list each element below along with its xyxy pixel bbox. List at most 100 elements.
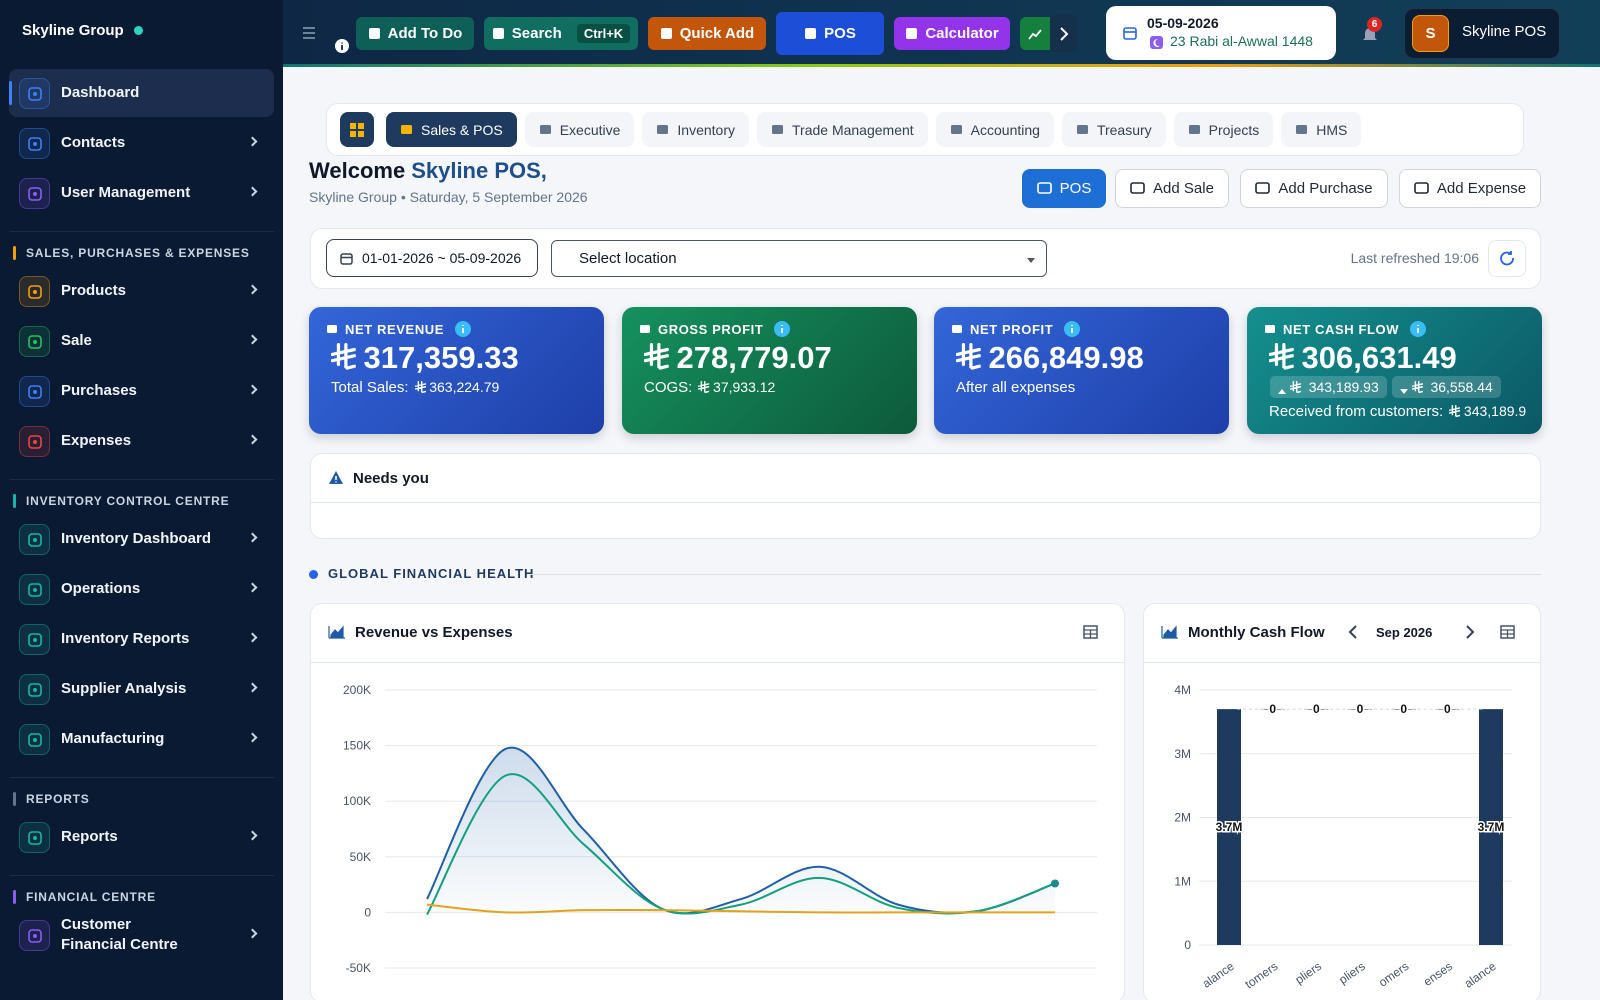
section-title: FINANCIAL CENTRE — [13, 889, 273, 905]
button-icon-glyph — [660, 28, 672, 39]
apps-button[interactable] — [340, 112, 374, 147]
nav-item[interactable]: Inventory Reports — [9, 615, 274, 663]
reports-button[interactable] — [1020, 17, 1050, 50]
moon-icon — [1150, 36, 1163, 49]
top-button[interactable]: Calculator — [894, 17, 1010, 50]
prev-glyph — [1348, 625, 1358, 639]
section-label: SALES, PURCHASES & EXPENSES — [26, 246, 250, 260]
kpi-info-glyph — [1410, 321, 1427, 337]
nav-item[interactable]: User Management — [9, 169, 274, 217]
chart-icon — [328, 624, 346, 640]
next-glyph-glyph — [1466, 625, 1475, 639]
main: Sales & POS Executive Inventory Trade Manag… — [283, 67, 1600, 1000]
next-month[interactable] — [1465, 625, 1475, 639]
chart-card: Monthly Cash Flow Sep 2026 — [1143, 603, 1541, 1000]
nav-item[interactable]: Manufacturing — [9, 715, 274, 763]
action-label: Add Expense — [1436, 180, 1527, 197]
avatar: S — [1412, 15, 1449, 52]
tab[interactable]: Treasury — [1061, 112, 1166, 147]
nav-label: Inventory Dashboard — [61, 515, 231, 563]
nav-text: Inventory Reports — [61, 630, 190, 647]
section-heading: GLOBAL FINANCIAL HEALTH — [328, 566, 535, 581]
nav-label: Operations — [61, 565, 231, 613]
chart-divider — [1144, 662, 1540, 663]
nav-text: User Management — [61, 184, 191, 201]
nav-item[interactable]: Purchases — [9, 367, 274, 415]
flow-arrow-glyph — [1278, 388, 1286, 394]
top-button[interactable]: POS — [776, 12, 884, 55]
kpi-card: NET CASH FLOW 306,631.49 343,189.93 36,558.… — [1247, 307, 1542, 434]
info-icon — [335, 39, 349, 53]
nav-item[interactable]: Contacts — [9, 119, 274, 167]
tabs: Sales & POS Executive Inventory Trade Manag… — [386, 112, 1486, 147]
nav-glyph — [27, 928, 43, 944]
action-button[interactable]: POS — [1022, 169, 1106, 208]
tab[interactable]: HMS — [1281, 112, 1362, 147]
tab-icon — [656, 123, 669, 136]
refresh-button[interactable] — [1488, 240, 1526, 277]
nav-item[interactable]: Operations — [9, 565, 274, 613]
nav-glyph — [27, 86, 43, 102]
top-button[interactable]: Add To Do — [356, 17, 474, 50]
kpi-note: After all expenses — [956, 377, 1226, 397]
table-toggle[interactable] — [1083, 625, 1098, 639]
currency-icon — [1269, 340, 1302, 376]
tab-icon — [1188, 123, 1201, 136]
alerts-title: Needs you — [353, 469, 429, 487]
user-card[interactable]: S Skyline POS — [1404, 8, 1560, 59]
nav-item[interactable]: Products — [9, 267, 274, 315]
kpi-note-amount: 343,189.9 — [1463, 403, 1527, 419]
table-glyph-glyph — [1500, 625, 1515, 639]
user-name: Skyline POS — [1462, 23, 1547, 40]
nav-icon — [19, 724, 50, 755]
prev-month[interactable] — [1348, 625, 1358, 639]
date-range[interactable]: 01-01-2026 ~ 05-09-2026 — [326, 239, 538, 277]
nav-icon — [19, 78, 50, 109]
nav-item[interactable]: Sale — [9, 317, 274, 365]
chart-icon — [1161, 624, 1179, 640]
nav-item[interactable]: Dashboard — [9, 69, 274, 117]
nav-icon — [19, 178, 50, 209]
action-button[interactable]: Add Expense — [1399, 169, 1541, 208]
alerts-header: Needs you — [328, 467, 628, 489]
nav-item[interactable]: Inventory Dashboard — [9, 515, 274, 563]
prev-glyph-glyph — [1348, 625, 1357, 639]
nav-item[interactable]: Customer Financial Centre — [9, 911, 274, 959]
kpi-note-label: Received from customers: — [1269, 402, 1444, 420]
nav-item[interactable]: Reports — [9, 813, 274, 861]
nav-item[interactable]: Expenses — [9, 417, 274, 465]
notification-badge: 6 — [1367, 17, 1382, 32]
alerts-divider — [311, 502, 1540, 503]
button-label: Quick Add — [679, 25, 755, 42]
tab[interactable]: Trade Management — [757, 112, 928, 147]
tab[interactable]: Executive — [524, 112, 635, 147]
kpi-card: NET PROFIT 266,849.98 After all expenses — [934, 307, 1229, 434]
action-button[interactable]: Add Sale — [1115, 169, 1229, 208]
scroll-button[interactable] — [1050, 15, 1078, 52]
notifications[interactable]: 6 — [1361, 17, 1383, 46]
tab[interactable]: Sales & POS — [386, 112, 517, 147]
nav-label: Dashboard — [61, 69, 231, 117]
tab[interactable]: Inventory — [642, 112, 749, 147]
tab-label: Sales & POS — [421, 121, 503, 138]
tab[interactable]: Accounting — [935, 112, 1054, 147]
tab-icon — [1076, 123, 1089, 136]
location-select[interactable]: Select location — [551, 240, 1047, 277]
menu-toggle[interactable] — [302, 26, 316, 40]
kpi-note-value: 343,189.9 — [1449, 403, 1526, 419]
menu-glyph — [302, 26, 316, 40]
divider — [10, 875, 274, 876]
currency-glyph — [1449, 405, 1460, 418]
table-toggle[interactable] — [1500, 625, 1515, 639]
top-button[interactable]: Search Ctrl+K — [484, 17, 638, 50]
kpi-icon — [951, 323, 963, 335]
tab-icon-glyph — [539, 125, 551, 134]
nav-icon — [19, 624, 50, 655]
section-label: FINANCIAL CENTRE — [26, 890, 156, 904]
nav-item[interactable]: Supplier Analysis — [9, 665, 274, 713]
top-button[interactable]: Quick Add — [648, 17, 766, 50]
tab[interactable]: Projects — [1173, 112, 1274, 147]
action-button[interactable]: Add Purchase — [1240, 169, 1388, 208]
currency-glyph — [1412, 381, 1423, 394]
